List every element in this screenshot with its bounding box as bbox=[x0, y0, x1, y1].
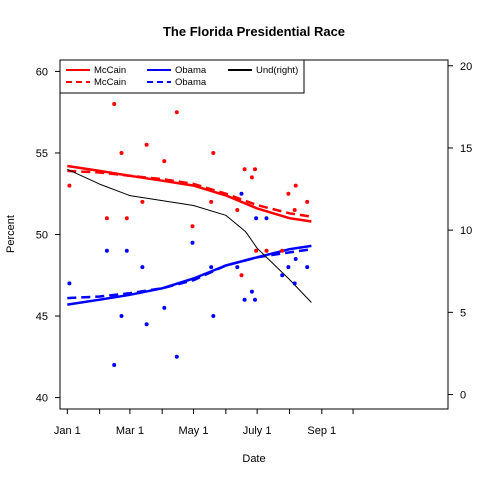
y-tick-label: 55 bbox=[36, 148, 48, 160]
x-tick-label: Mar 1 bbox=[116, 425, 144, 437]
mccain-point bbox=[144, 142, 149, 147]
series-line-und bbox=[67, 168, 312, 303]
series-line-obama_solid bbox=[67, 244, 312, 306]
legend-label: Obama bbox=[175, 65, 207, 76]
mccain-point bbox=[254, 248, 259, 253]
mccain-point bbox=[293, 183, 298, 188]
series-line-mccain_dashed bbox=[67, 169, 312, 218]
mccain-point bbox=[174, 110, 179, 115]
y-axis-left: 40 45 50 55 60 bbox=[36, 66, 60, 405]
mccain-point bbox=[112, 102, 117, 106]
y2-tick-label: 15 bbox=[460, 143, 472, 155]
series-line-obama_dashed bbox=[67, 247, 312, 300]
mccain-point bbox=[140, 199, 145, 204]
mccain-point bbox=[305, 199, 310, 204]
mccain-point bbox=[253, 167, 257, 172]
y-tick-label: 50 bbox=[36, 230, 48, 242]
legend-label: McCain bbox=[94, 77, 126, 88]
x-axis-label: Date bbox=[242, 453, 265, 465]
x-tick-label: Jan 1 bbox=[54, 425, 81, 437]
obama-point bbox=[239, 191, 244, 196]
mccain-point bbox=[264, 248, 269, 253]
obama-point bbox=[286, 265, 291, 270]
legend-label: Und(right) bbox=[256, 65, 298, 76]
obama-point bbox=[67, 281, 72, 286]
mccain-point bbox=[67, 183, 72, 188]
mccain-point bbox=[235, 208, 240, 212]
mccain-point bbox=[239, 273, 244, 278]
obama-point bbox=[264, 216, 269, 221]
obama-point bbox=[242, 297, 247, 302]
obama-point bbox=[112, 363, 117, 367]
obama-point bbox=[119, 314, 124, 318]
mccain-point bbox=[292, 208, 297, 212]
obama-point bbox=[209, 265, 214, 270]
obama-point bbox=[253, 297, 257, 302]
mccain-point bbox=[249, 175, 254, 180]
mccain-point bbox=[190, 224, 195, 229]
mccain-point bbox=[162, 159, 167, 164]
y-tick-label: 40 bbox=[36, 393, 48, 405]
obama-point bbox=[190, 240, 195, 245]
mccain-point bbox=[211, 151, 216, 155]
obama-point bbox=[211, 314, 216, 318]
legend-box bbox=[59, 59, 305, 94]
obama-point bbox=[174, 354, 179, 359]
mccain-point bbox=[286, 191, 291, 196]
mccain-point bbox=[119, 151, 124, 155]
y2-tick-label: 5 bbox=[460, 307, 466, 319]
obama-point bbox=[292, 281, 297, 286]
legend-label: McCain bbox=[94, 65, 126, 76]
mccain-point bbox=[242, 167, 247, 172]
obama-point bbox=[162, 305, 167, 310]
y2-tick-label: 20 bbox=[460, 61, 472, 73]
y2-tick-label: 10 bbox=[460, 225, 472, 237]
mccain-point bbox=[124, 216, 129, 221]
x-tick-label: May 1 bbox=[179, 425, 209, 437]
x-tick-label: July 1 bbox=[243, 425, 272, 437]
mccain-point bbox=[280, 248, 285, 253]
mccain-point bbox=[209, 199, 214, 204]
obama-point bbox=[140, 265, 145, 270]
obama-point bbox=[305, 265, 310, 270]
trend-lines bbox=[67, 164, 312, 306]
obama-point bbox=[280, 273, 285, 278]
obama-point bbox=[254, 216, 259, 221]
y2-tick-label: 0 bbox=[460, 390, 466, 402]
mccain-point bbox=[104, 216, 109, 221]
chart-title: The Florida Presidential Race bbox=[163, 24, 345, 39]
y-axis-label: Percent bbox=[5, 215, 17, 253]
data-points bbox=[67, 102, 310, 367]
y-axis-right: 0 5 10 15 20 bbox=[448, 61, 472, 402]
y-tick-label: 45 bbox=[36, 311, 48, 323]
x-tick-label: Sep 1 bbox=[307, 425, 336, 437]
obama-point bbox=[124, 248, 129, 253]
obama-point bbox=[235, 265, 240, 270]
x-axis: Jan 1 Mar 1 May 1 July 1 Sep 1 bbox=[54, 409, 354, 437]
obama-point bbox=[144, 322, 149, 327]
legend-label: Obama bbox=[175, 77, 207, 88]
y-tick-label: 60 bbox=[36, 66, 48, 78]
obama-point bbox=[293, 257, 298, 261]
obama-point bbox=[249, 289, 254, 294]
obama-point bbox=[104, 248, 109, 253]
